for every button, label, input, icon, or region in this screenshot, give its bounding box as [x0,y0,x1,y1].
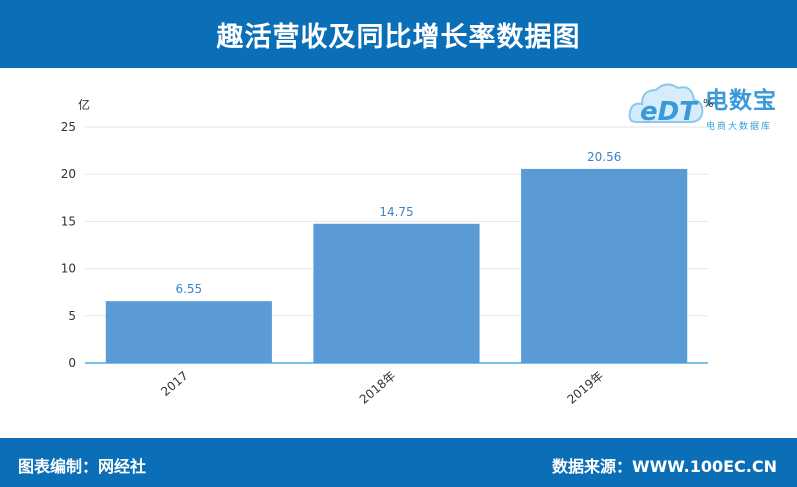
cloud-logo-icon: eDT [628,83,704,127]
title-bar: 趣活营收及同比增长率数据图 [0,0,797,68]
x-tick-label: 2017 [158,369,190,399]
logo-subtitle: 电商大数据库 [706,122,773,132]
data-label: 6.55 [175,282,202,296]
page-title: 趣活营收及同比增长率数据图 [216,21,581,53]
bar [105,301,272,363]
x-tick-label: 2019年 [565,369,607,407]
data-label: 20.56 [587,150,621,164]
bar [313,223,480,363]
data-label: 14.75 [379,205,413,219]
y-tick-label: 15 [61,214,76,228]
logo-mark: eDT [640,97,699,127]
logo-name: 电数宝 [705,88,777,114]
y-axis-label: 亿 [78,97,90,112]
footer-source: 数据来源：WWW.100EC.CN [551,457,777,476]
y-tick-label: 25 [61,120,76,134]
x-tick-label: 2018年 [357,369,399,407]
y-tick-label: 10 [61,262,76,276]
y-tick-label: 20 [61,167,76,181]
bar [521,168,688,363]
secondary-axis-unit: % [703,97,714,110]
footer-credit: 图表编制：网经社 [18,457,147,476]
y-tick-label: 5 [68,309,76,323]
footer-bar: 图表编制：网经社 数据来源：WWW.100EC.CN [0,438,797,487]
y-tick-label: 0 [68,356,76,370]
